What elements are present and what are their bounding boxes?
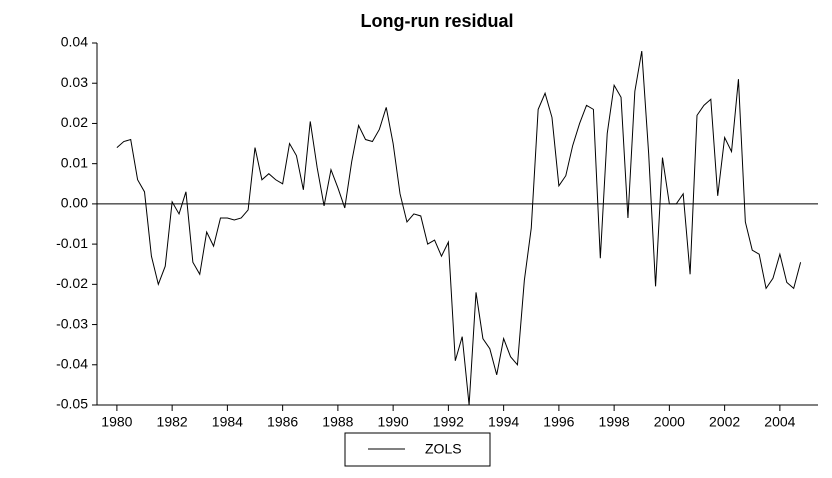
y-tick-label: -0.04	[56, 355, 88, 371]
y-tick-label: -0.03	[56, 315, 88, 331]
x-tick-label: 1980	[101, 414, 132, 430]
x-tick-label: 2000	[654, 414, 685, 430]
x-tick-label: 1986	[267, 414, 298, 430]
x-tick-label: 1984	[212, 414, 243, 430]
x-tick-label: 2002	[709, 414, 740, 430]
y-tick-label: 0.01	[61, 154, 88, 170]
legend-label: ZOLS	[425, 441, 462, 457]
x-tick-label: 2004	[764, 414, 795, 430]
y-tick-label: 0.04	[61, 34, 88, 50]
y-tick-label: -0.02	[56, 275, 88, 291]
y-tick-label: 0.00	[61, 195, 88, 211]
y-tick-label: 0.03	[61, 74, 88, 90]
x-tick-label: 1998	[599, 414, 630, 430]
y-tick-label: 0.02	[61, 114, 88, 130]
x-tick-label: 1992	[433, 414, 464, 430]
x-tick-label: 1988	[322, 414, 353, 430]
y-tick-label: -0.01	[56, 235, 88, 251]
y-tick-label: -0.05	[56, 396, 88, 412]
data-line	[116, 50, 802, 406]
x-tick-label: 1996	[543, 414, 574, 430]
x-tick-label: 1982	[157, 414, 188, 430]
chart-title: Long-run residual	[361, 11, 514, 31]
legend-box	[344, 432, 491, 467]
x-tick-label: 1990	[378, 414, 409, 430]
x-tick-label: 1994	[488, 414, 519, 430]
